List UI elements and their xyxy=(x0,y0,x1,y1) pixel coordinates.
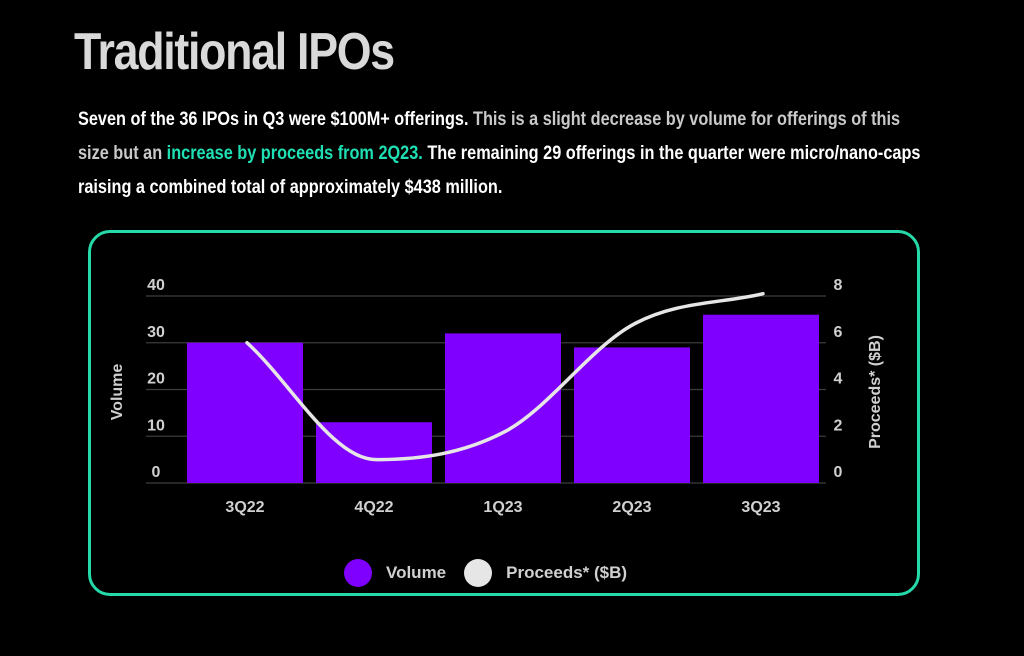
bar-volume-2q23[interactable] xyxy=(574,347,690,483)
legend-item-volume[interactable]: Volume xyxy=(344,559,446,587)
description-segment: increase by proceeds from 2Q23. xyxy=(166,143,423,164)
bar-volume-3q22[interactable] xyxy=(187,342,303,483)
y2-tick-label: 4 xyxy=(834,371,843,388)
description-segment: Seven of the 36 IPOs in Q3 were $100M+ o… xyxy=(78,109,469,130)
legend-swatch-proceeds xyxy=(464,559,493,587)
description-text: Seven of the 36 IPOs in Q3 were $100M+ o… xyxy=(78,103,935,205)
chart-legend: Volume Proceeds* ($B) xyxy=(344,558,627,588)
y2-tick-label: 0 xyxy=(834,464,843,481)
bar-volume-3q23[interactable] xyxy=(703,314,819,483)
y-tick-label: 10 xyxy=(147,417,165,434)
x-tick-label: 4Q22 xyxy=(354,499,393,516)
y2-tick-label: 2 xyxy=(834,417,843,434)
description-segment: This is a slight decrease by volume for … xyxy=(78,109,901,164)
y-tick-label: 40 xyxy=(147,277,165,294)
page-title: Traditional IPOs xyxy=(74,23,395,81)
bar-volume-1q23[interactable] xyxy=(445,333,561,483)
bar-volume-4q22[interactable] xyxy=(316,422,432,483)
description-segment: The remaining 29 offerings in the quarte… xyxy=(78,143,921,198)
x-tick-label: 2Q23 xyxy=(612,499,651,516)
x-tick-label: 3Q22 xyxy=(225,499,264,516)
y2-tick-label: 6 xyxy=(834,324,843,341)
legend-label-volume: Volume xyxy=(386,563,447,582)
y-tick-label: 0 xyxy=(152,464,161,481)
legend-label-proceeds: Proceeds* ($B) xyxy=(506,563,628,582)
y-tick-label: 30 xyxy=(147,324,165,341)
x-tick-label: 3Q23 xyxy=(741,499,780,516)
y-tick-label: 20 xyxy=(147,371,165,388)
legend-swatch-volume xyxy=(344,559,372,587)
x-tick-label: 1Q23 xyxy=(483,499,522,516)
y2-axis-title: Proceeds* ($B) xyxy=(867,335,884,449)
line-proceeds[interactable] xyxy=(245,291,765,462)
y2-tick-label: 8 xyxy=(834,277,843,294)
legend-item-proceeds[interactable]: Proceeds* ($B) xyxy=(464,559,627,587)
chart-card xyxy=(88,230,920,596)
y-axis-title: Volume xyxy=(109,364,126,421)
